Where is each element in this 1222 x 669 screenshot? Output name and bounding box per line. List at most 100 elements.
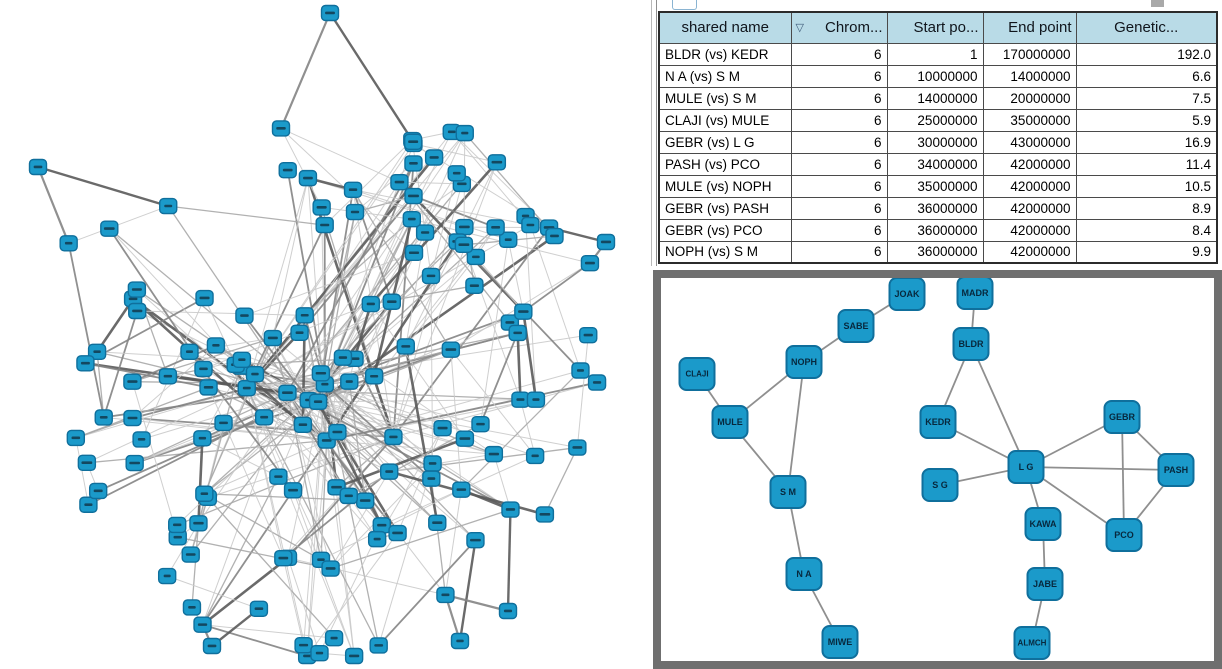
network-node-bldr[interactable]: BLDR	[952, 327, 990, 361]
network-node[interactable]	[380, 463, 399, 480]
network-node[interactable]	[343, 181, 363, 198]
network-node[interactable]	[87, 343, 107, 361]
network-node[interactable]	[278, 384, 297, 401]
network-node[interactable]	[324, 629, 344, 647]
network-node[interactable]	[596, 233, 616, 251]
network-node[interactable]	[345, 203, 365, 221]
network-node[interactable]	[367, 530, 387, 548]
network-node[interactable]	[384, 428, 403, 446]
network-node[interactable]	[79, 496, 98, 513]
network-node[interactable]	[127, 281, 147, 298]
network-node[interactable]	[521, 216, 540, 234]
network-node[interactable]	[158, 368, 178, 385]
network-node[interactable]	[428, 514, 447, 531]
network-node[interactable]	[511, 391, 530, 408]
table-row[interactable]: NOPH (vs) S M 6 36000000 42000000 9.9	[658, 240, 1218, 264]
column-header-start-po[interactable]: Start po...	[886, 11, 984, 44]
network-node[interactable]	[168, 516, 187, 534]
network-node[interactable]	[450, 632, 470, 650]
network-node[interactable]	[587, 374, 607, 391]
network-node[interactable]	[514, 303, 533, 320]
table-row[interactable]: MULE (vs) NOPH 6 35000000 42000000 10.5	[658, 174, 1218, 198]
network-node[interactable]	[283, 482, 303, 499]
network-node[interactable]	[310, 645, 329, 662]
network-node[interactable]	[344, 647, 364, 665]
table-row[interactable]: PASH (vs) PCO 6 34000000 42000000 11.4	[658, 152, 1218, 176]
network-edge-l-g-pash[interactable]	[1025, 466, 1177, 471]
network-node[interactable]	[328, 423, 347, 441]
network-node[interactable]	[579, 326, 598, 344]
network-node[interactable]	[28, 158, 48, 176]
network-node[interactable]	[320, 4, 340, 22]
scrollbar-tick[interactable]	[1151, 0, 1164, 7]
column-header-genetic[interactable]: Genetic...	[1075, 11, 1218, 44]
table-row[interactable]: GEBR (vs) PASH 6 36000000 42000000 8.9	[658, 196, 1218, 220]
network-node[interactable]	[465, 277, 484, 295]
network-node[interactable]	[508, 324, 527, 342]
network-node[interactable]	[404, 244, 424, 262]
network-node[interactable]	[294, 637, 313, 654]
table-row[interactable]: BLDR (vs) KEDR 6 1 170000000 192.0	[658, 42, 1218, 66]
network-node[interactable]	[447, 165, 466, 182]
network-node[interactable]	[501, 501, 520, 518]
main-network-panel[interactable]	[0, 0, 651, 669]
network-node-s-m[interactable]: S M	[769, 475, 807, 509]
network-node[interactable]	[232, 351, 252, 369]
network-node-l-g[interactable]: L G	[1007, 450, 1045, 484]
network-node[interactable]	[189, 515, 208, 532]
network-node[interactable]	[415, 224, 435, 241]
column-header-chrom[interactable]: ▽ Chrom...	[790, 11, 888, 44]
network-node[interactable]	[77, 454, 97, 472]
network-node[interactable]	[361, 295, 381, 313]
network-node[interactable]	[245, 365, 265, 383]
network-node-n-a[interactable]: N A	[785, 557, 823, 591]
network-node[interactable]	[454, 236, 474, 254]
network-node[interactable]	[290, 324, 309, 341]
network-node[interactable]	[382, 293, 402, 310]
table-row[interactable]: N A (vs) S M 6 10000000 14000000 6.6	[658, 64, 1218, 88]
network-node[interactable]	[193, 430, 212, 447]
network-node[interactable]	[433, 419, 452, 437]
network-node-kedr[interactable]: KEDR	[919, 405, 957, 439]
network-node[interactable]	[182, 599, 202, 616]
network-node[interactable]	[498, 602, 518, 620]
network-node[interactable]	[59, 235, 78, 252]
network-node[interactable]	[455, 430, 475, 447]
network-node[interactable]	[312, 199, 331, 216]
network-node[interactable]	[94, 409, 113, 426]
network-node[interactable]	[269, 468, 288, 485]
network-node[interactable]	[404, 187, 423, 205]
network-node[interactable]	[404, 155, 423, 172]
network-node[interactable]	[249, 600, 269, 617]
network-node[interactable]	[452, 481, 471, 498]
network-node[interactable]	[372, 517, 391, 534]
network-node[interactable]	[66, 429, 86, 447]
network-node[interactable]	[193, 616, 212, 633]
network-node[interactable]	[311, 365, 331, 382]
network-node[interactable]	[125, 454, 144, 472]
network-node[interactable]	[132, 431, 151, 448]
network-node[interactable]	[568, 439, 587, 456]
network-node[interactable]	[123, 409, 142, 427]
network-node-joak[interactable]: JOAK	[888, 278, 926, 311]
table-row[interactable]: GEBR (vs) L G 6 30000000 43000000 16.9	[658, 130, 1218, 154]
network-node[interactable]	[128, 302, 147, 320]
network-node[interactable]	[278, 161, 297, 179]
network-node-mule[interactable]: MULE	[711, 405, 749, 439]
network-node[interactable]	[364, 368, 384, 385]
network-node[interactable]	[423, 455, 442, 472]
network-node[interactable]	[422, 470, 441, 487]
network-node[interactable]	[421, 267, 441, 285]
network-edge-bldr-l-g[interactable]	[970, 343, 1027, 468]
network-node[interactable]	[580, 254, 600, 272]
network-node[interactable]	[159, 197, 178, 215]
network-node[interactable]	[339, 487, 358, 505]
network-node[interactable]	[271, 120, 291, 137]
network-node-pco[interactable]: PCO	[1105, 518, 1143, 552]
network-node[interactable]	[390, 173, 409, 191]
network-node[interactable]	[321, 560, 340, 577]
network-node[interactable]	[356, 492, 375, 509]
panel-splitter[interactable]	[651, 0, 652, 266]
subnetwork-panel[interactable]: JOAK MADR SABE NOPH BLDR CLAJI MULE KEDR GEBR L G…	[653, 270, 1222, 669]
network-node-pash[interactable]: PASH	[1157, 453, 1195, 487]
